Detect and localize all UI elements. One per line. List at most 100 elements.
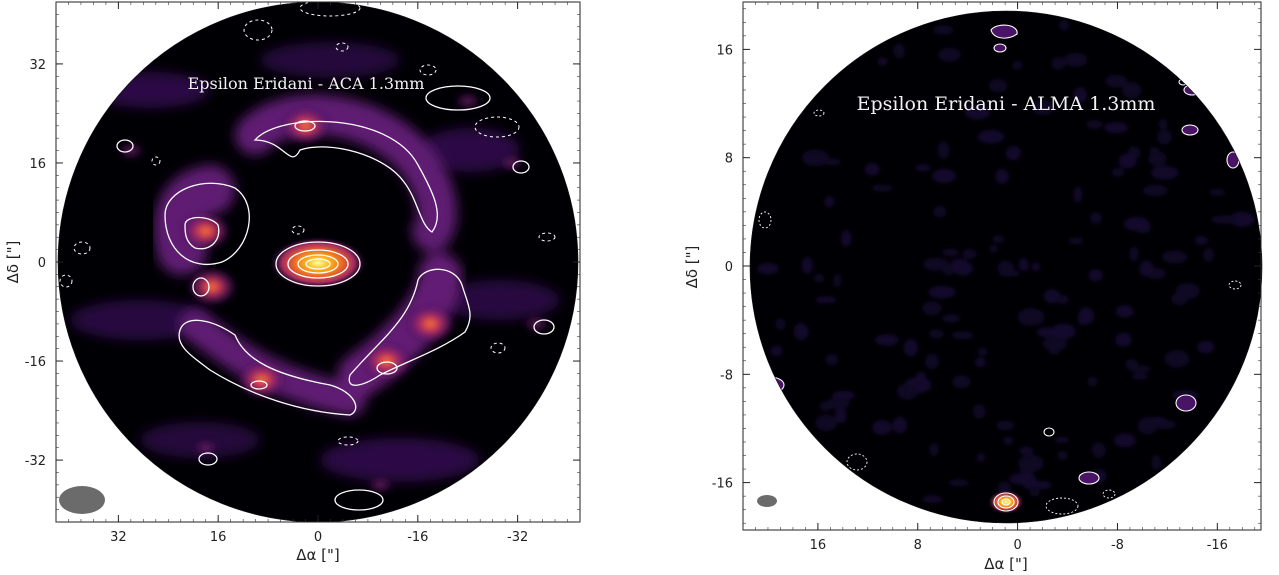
- alma-noise-blob: [775, 318, 786, 331]
- aca-background-source: [495, 151, 528, 174]
- alma-noise-blob: [1161, 250, 1188, 264]
- aca-ring-clump: [360, 341, 413, 382]
- alma-noise-blob: [1111, 167, 1125, 177]
- alma-noise-blob: [947, 479, 970, 487]
- alma-noise-blob: [1131, 373, 1148, 380]
- alma-x-tick-label: -8: [1111, 538, 1124, 553]
- alma-noise-blob: [892, 416, 908, 434]
- alma-noise-blob: [996, 420, 1015, 431]
- aca-y-tick-label: -32: [25, 454, 46, 469]
- aca-negative-contours: [59, 2, 556, 446]
- alma-noise-blob: [841, 230, 852, 247]
- alma-noise-blob: [1073, 87, 1088, 103]
- alma-noise-blob: [928, 329, 945, 339]
- alma-noise-blob: [1118, 153, 1137, 169]
- alma-noise-blob: [864, 163, 880, 176]
- alma-noise-blob: [824, 196, 835, 207]
- alma-noise-blob: [1077, 310, 1087, 326]
- alma-noise-blob: [942, 263, 956, 276]
- alma-y-tick-label: 16: [716, 43, 733, 58]
- aca-x-tick-label: -16: [407, 530, 428, 545]
- alma-noise-blob: [1158, 118, 1168, 130]
- alma-y-tick-label: 0: [725, 260, 733, 275]
- aca-axis-ticks: 32 16 0 -16 -32 32 16 0 -16 -32: [25, 2, 580, 545]
- alma-noise-blob: [1031, 99, 1054, 116]
- alma-noise-blob: [923, 257, 949, 271]
- alma-noise-blob: [1211, 215, 1238, 224]
- alma-noise-blob: [995, 168, 1009, 184]
- alma-noise-blob: [801, 149, 830, 167]
- alma-noise-blob: [1018, 446, 1034, 455]
- aca-image: [58, 2, 578, 522]
- alma-noise-blob: [1057, 450, 1068, 461]
- aca-background-source: [364, 473, 397, 496]
- alma-x-tick-label: -16: [1207, 538, 1228, 553]
- alma-x-tick-label: 8: [914, 538, 922, 553]
- alma-noise-blob: [1073, 186, 1082, 203]
- alma-noise-blob: [833, 273, 842, 288]
- alma-noise-blob: [952, 375, 971, 389]
- alma-noise-blob: [915, 164, 931, 172]
- alma-noise-blob: [1148, 151, 1167, 167]
- aca-contours: [116, 85, 555, 511]
- alma-noise-blob: [1203, 247, 1215, 262]
- alma-noise-blob: [770, 345, 783, 357]
- alma-noise-blob: [1151, 454, 1162, 471]
- alma-noise-blob: [1194, 235, 1208, 245]
- aca-background-source: [189, 436, 222, 459]
- alma-x-axis-label: Δα ["]: [984, 555, 1028, 573]
- alma-noise-blob: [1156, 129, 1173, 145]
- alma-y-tick-label: 8: [725, 152, 733, 167]
- alma-noise-blob: [1042, 337, 1068, 352]
- alma-noise-blob: [922, 495, 943, 504]
- aca-background-source: [520, 312, 553, 335]
- alma-noise-blob: [1088, 269, 1104, 282]
- alma-noise-blob: [1051, 323, 1076, 340]
- alma-noise-blob: [896, 383, 918, 400]
- alma-noise-blob: [953, 261, 973, 276]
- alma-y-axis-label: Δδ ["]: [683, 246, 701, 289]
- alma-noise-blob: [941, 313, 961, 323]
- alma-noise-blob: [1128, 365, 1152, 373]
- alma-noise-blob: [1056, 294, 1069, 305]
- aca-x-axis-label: Δα ["]: [296, 546, 340, 564]
- alma-x-tick-label: 16: [810, 538, 827, 553]
- alma-noise-blob: [825, 354, 839, 366]
- aca-y-tick-label: 0: [38, 256, 46, 271]
- alma-noise-blob: [815, 414, 838, 432]
- alma-noise-blob: [1051, 56, 1066, 70]
- alma-noise-blob: [1229, 211, 1255, 227]
- alma-noise-blob: [1018, 454, 1044, 473]
- alma-noise-blob: [929, 442, 939, 457]
- alma-noise-blob: [1086, 119, 1103, 129]
- alma-noise-blob: [1123, 216, 1150, 231]
- alma-noise-blob: [964, 104, 991, 120]
- alma-noise-blob: [977, 347, 988, 356]
- alma-noise-blob: [1008, 473, 1030, 485]
- alma-beam: [757, 495, 777, 507]
- alma-noise-blob: [1058, 19, 1070, 31]
- alma-noise-blob: [1170, 292, 1188, 306]
- alma-noise-blob: [1068, 237, 1084, 245]
- aca-ring-clump: [235, 359, 288, 400]
- alma-noise-blob: [1209, 188, 1226, 196]
- alma-noise-blob: [1017, 308, 1045, 326]
- alma-noise-blob: [834, 407, 847, 424]
- alma-noise-blob: [1091, 442, 1106, 458]
- alma-noise-blob: [1139, 260, 1154, 277]
- aca-background-source: [451, 90, 484, 113]
- alma-noise-blob: [922, 301, 942, 316]
- alma-noise-blob: [1137, 416, 1158, 435]
- alma-noise-blob: [976, 453, 985, 462]
- alma-noise-blob: [1031, 262, 1040, 272]
- alma-noise-blob: [962, 248, 977, 260]
- alma-noise-blob: [938, 47, 961, 62]
- aca-ring-clump: [404, 303, 457, 344]
- alma-y-tick-label: -16: [712, 477, 733, 492]
- aca-y-tick-label: 32: [29, 58, 46, 73]
- alma-noise-blob: [903, 339, 918, 357]
- alma-noise-blob: [1129, 246, 1139, 262]
- aca-y-tick-label: 16: [29, 157, 46, 172]
- alma-noise-blob: [933, 24, 954, 35]
- alma-noise-blob: [874, 334, 900, 346]
